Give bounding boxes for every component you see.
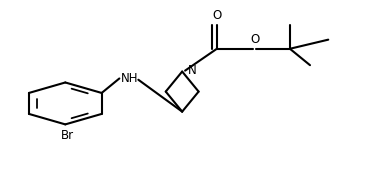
Text: O: O bbox=[212, 9, 222, 22]
Text: NH: NH bbox=[120, 72, 138, 85]
Text: Br: Br bbox=[61, 129, 74, 142]
Text: O: O bbox=[251, 33, 260, 46]
Text: N: N bbox=[188, 64, 197, 77]
